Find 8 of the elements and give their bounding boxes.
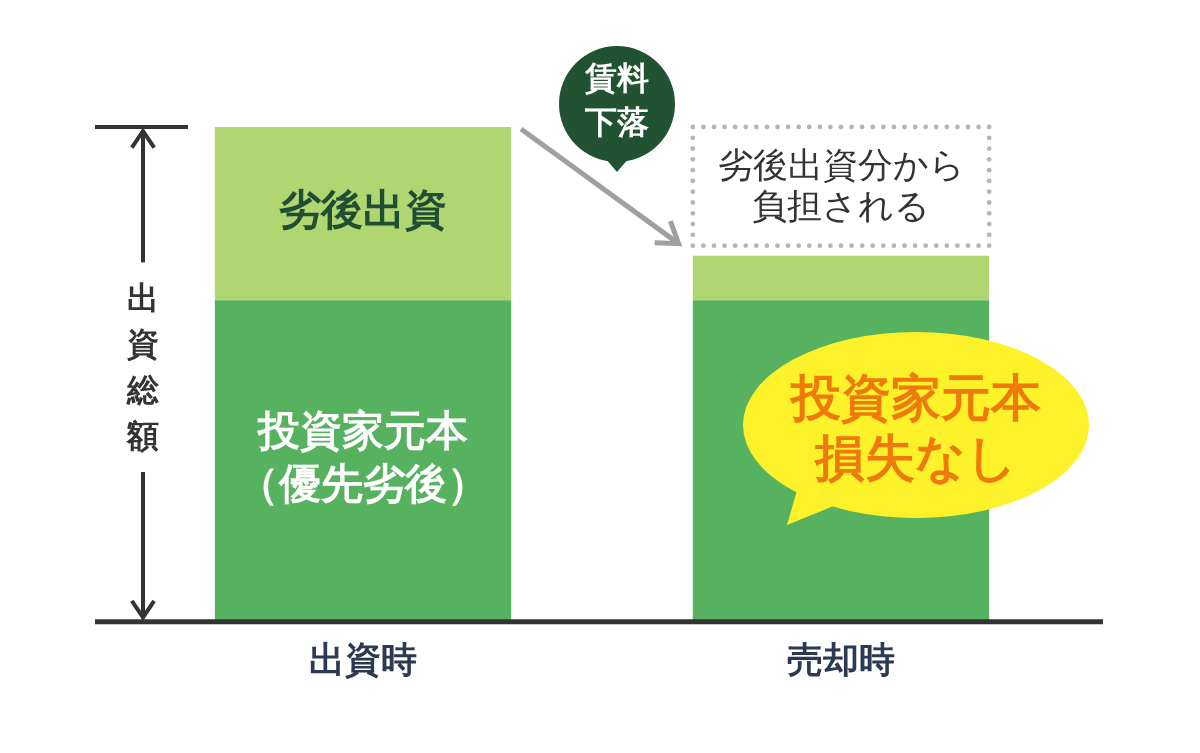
annotation: 賃料下落: [584, 58, 650, 143]
series-label: 劣後出資: [279, 185, 447, 235]
annotation: 投資家元本損失なし: [788, 367, 1042, 488]
annotation: 劣後出資分から負担される: [717, 144, 965, 226]
y-axis-title: 出資総額: [126, 278, 160, 455]
x-tick-label: 売却時: [787, 638, 895, 680]
x-tick-label: 出資時: [309, 638, 417, 680]
series-label: 投資家元本（優先劣後）: [237, 406, 489, 509]
